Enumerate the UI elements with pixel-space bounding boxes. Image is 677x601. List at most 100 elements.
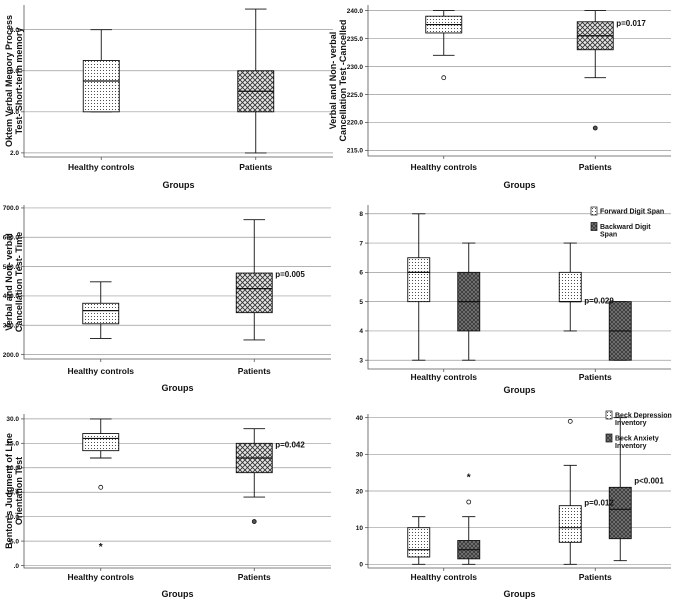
x-category-label: Patients — [238, 572, 271, 582]
y-tick-label: 700.0 — [3, 205, 20, 212]
p-value-annotation: p=0.012 — [584, 499, 614, 508]
y-tick-label: 3 — [359, 358, 363, 365]
chart-panel-d: 3 4 5 6 7 8 Healthy controls Patients Groups p=0.… — [359, 205, 671, 395]
iqr-box — [558, 271, 582, 303]
chart-panel-c: 200.0 300.0 400.0 500.0 600.0 700.0 Verbal and… — [3, 205, 331, 393]
y-tick-label: 6 — [359, 270, 363, 277]
x-category-label: Healthy controls — [410, 162, 477, 172]
y-tick-label: 400.0 — [3, 293, 20, 300]
x-axis-label: Groups — [503, 385, 535, 395]
outlier-point — [441, 75, 447, 81]
y-tick-label: 240.0 — [347, 8, 364, 15]
box-beck-depression-inventory-healthy-controls — [407, 516, 431, 565]
y-tick-label: 200.0 — [3, 352, 20, 359]
box-healthy-controls — [82, 281, 120, 339]
box-healthy-controls — [425, 10, 463, 81]
x-category-label: Patients — [579, 572, 612, 582]
box-forward-digit-span-healthy-controls — [407, 213, 431, 361]
box-beck-depression-inventory-patients — [558, 418, 582, 565]
legend-label: Backward Digit — [600, 224, 651, 231]
axis-frame — [23, 414, 331, 569]
axis-frame — [367, 414, 671, 569]
y-axis-label: Oktem Verbal Memory ProcessTest- Short-t… — [4, 15, 24, 147]
legend-label: Inventory — [615, 420, 647, 427]
iqr-box — [407, 257, 431, 303]
y-tick-label: 230.0 — [347, 64, 364, 71]
box-backward-digit-span-patients — [608, 301, 632, 361]
x-category-label: Healthy controls — [410, 572, 477, 582]
y-axis-label: Benton's Judgment of LineOrientation Tes… — [4, 433, 24, 549]
y-tick-label: 10.0 — [6, 514, 19, 521]
chart-panel-e: .0 5.0 10.0 15.0 20.0 25.0 30.0 Benton's Judgme… — [4, 414, 331, 599]
x-axis-label: Groups — [162, 180, 194, 190]
x-axis-label: Groups — [161, 589, 193, 599]
x-category-label: Patients — [239, 162, 272, 172]
iqr-box — [82, 302, 120, 325]
legend-swatch — [605, 433, 613, 443]
x-axis-label: Groups — [503, 589, 535, 599]
box-beck-anxiety-inventory-healthy-controls: * — [457, 472, 481, 565]
y-tick-label: 2.0 — [10, 150, 19, 157]
p-value-annotation: p<0.001 — [634, 476, 664, 485]
axis-frame — [367, 5, 671, 157]
chart-panel-b: 215.0 220.0 225.0 230.0 235.0 240.0 Verbal and… — [328, 5, 671, 190]
outlier-point — [567, 418, 573, 424]
y-tick-label: 0 — [359, 562, 363, 569]
x-category-label: Patients — [238, 366, 271, 376]
y-tick-label: 4 — [359, 328, 363, 335]
x-category-label: Healthy controls — [67, 366, 134, 376]
y-tick-label: 4.0 — [10, 109, 19, 116]
axis-frame — [367, 205, 671, 370]
y-tick-label: 7 — [359, 240, 363, 247]
y-tick-label: 6.0 — [10, 68, 19, 75]
legend-swatch — [590, 206, 598, 216]
outlier-point — [251, 519, 257, 524]
y-axis-label: Verbal and Non- verbalCancellation Test-… — [4, 232, 24, 332]
box-patients — [235, 428, 273, 524]
extreme-point: * — [99, 542, 103, 553]
y-tick-label: 40 — [356, 415, 364, 422]
y-tick-label: 5 — [359, 299, 363, 306]
x-category-label: Patients — [579, 162, 612, 172]
y-tick-label: 600.0 — [3, 235, 20, 242]
box-healthy-controls: * — [82, 418, 120, 553]
y-axis-label: Verbal and Non- verbalCancellation Test … — [328, 20, 348, 142]
box-healthy-controls — [82, 29, 120, 113]
extreme-point: * — [467, 472, 471, 483]
y-tick-label: 20.0 — [6, 465, 19, 472]
x-axis-label: Groups — [161, 383, 193, 393]
chart-panel-f: 0 10 20 30 40 Healthy controls Patients Groups *… — [356, 410, 672, 599]
y-tick-label: 10 — [356, 525, 364, 532]
y-tick-label: 500.0 — [3, 264, 20, 271]
y-tick-label: .0 — [14, 563, 20, 570]
iqr-box — [235, 272, 273, 314]
y-tick-label: 225.0 — [347, 92, 364, 99]
y-tick-label: 220.0 — [347, 120, 364, 127]
iqr-box — [407, 527, 431, 558]
axis-frame — [23, 5, 333, 158]
legend-swatch — [605, 410, 613, 420]
box-patients — [237, 8, 275, 154]
box-patients — [235, 219, 273, 341]
box-beck-anxiety-inventory-patients — [608, 417, 632, 562]
p-value-annotation: p=0.042 — [275, 440, 305, 449]
y-tick-label: 215.0 — [347, 148, 364, 155]
x-category-label: Healthy controls — [410, 372, 477, 382]
iqr-box — [558, 505, 582, 543]
box-backward-digit-span-healthy-controls — [457, 242, 481, 361]
iqr-box — [82, 60, 120, 113]
axis-frame — [23, 205, 331, 360]
x-category-label: Patients — [579, 372, 612, 382]
legend-swatch — [590, 222, 598, 231]
box-patients — [576, 10, 614, 131]
iqr-box — [82, 433, 120, 452]
y-tick-label: 5.0 — [10, 538, 19, 545]
iqr-box — [608, 486, 632, 540]
outlier-point — [466, 499, 472, 505]
